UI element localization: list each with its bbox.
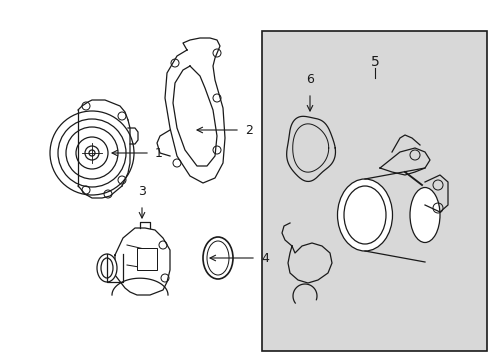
Text: 2: 2 [244, 123, 252, 136]
Ellipse shape [337, 179, 392, 251]
Text: 4: 4 [261, 252, 268, 265]
Text: 6: 6 [305, 73, 313, 86]
Text: 1: 1 [155, 147, 163, 159]
Bar [261, 31, 486, 351]
Bar [137, 248, 157, 270]
Ellipse shape [409, 188, 439, 243]
Text: 5: 5 [370, 55, 379, 69]
Ellipse shape [203, 237, 232, 279]
Text: 3: 3 [138, 185, 145, 198]
Ellipse shape [97, 254, 117, 282]
